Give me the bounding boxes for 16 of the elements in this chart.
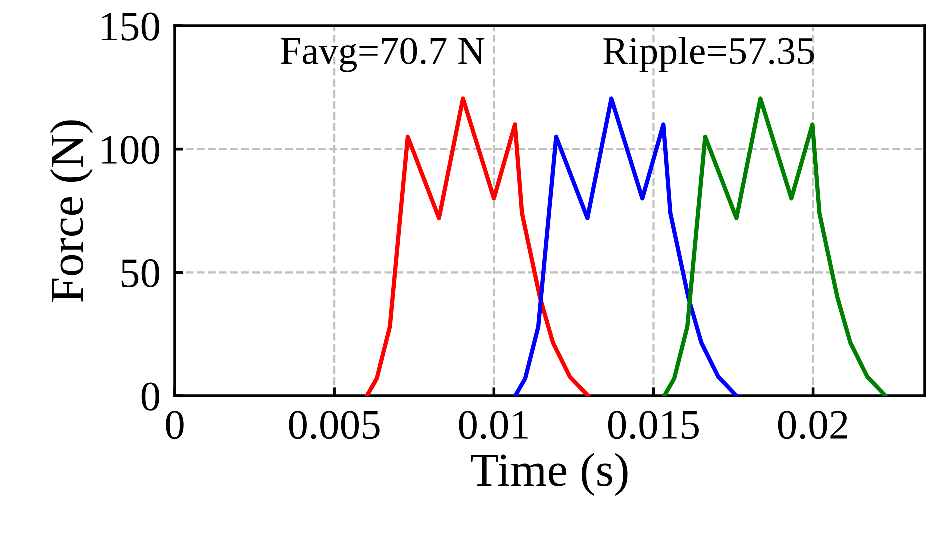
line-series bbox=[662, 96, 888, 396]
y-axis-title: Force (N) bbox=[50, 120, 94, 302]
x-axis-title: Time (s) bbox=[471, 453, 628, 496]
line-series bbox=[365, 96, 590, 396]
y-tick-label: 50 bbox=[122, 259, 160, 288]
x-tick-label: 0 bbox=[166, 411, 184, 440]
annotation: Favg=70.7 N bbox=[281, 38, 485, 72]
line-series bbox=[513, 96, 739, 396]
x-tick-label: 0.02 bbox=[778, 411, 848, 440]
x-tick-label: 0.015 bbox=[608, 411, 699, 440]
y-tick-label: 150 bbox=[102, 12, 160, 41]
x-tick-label: 0.005 bbox=[289, 411, 380, 440]
y-tick-label: 0 bbox=[142, 382, 160, 411]
x-tick-label: 0.01 bbox=[459, 411, 528, 440]
y-tick-label: 100 bbox=[102, 136, 160, 164]
annotation: Ripple=57.35 bbox=[604, 37, 814, 72]
